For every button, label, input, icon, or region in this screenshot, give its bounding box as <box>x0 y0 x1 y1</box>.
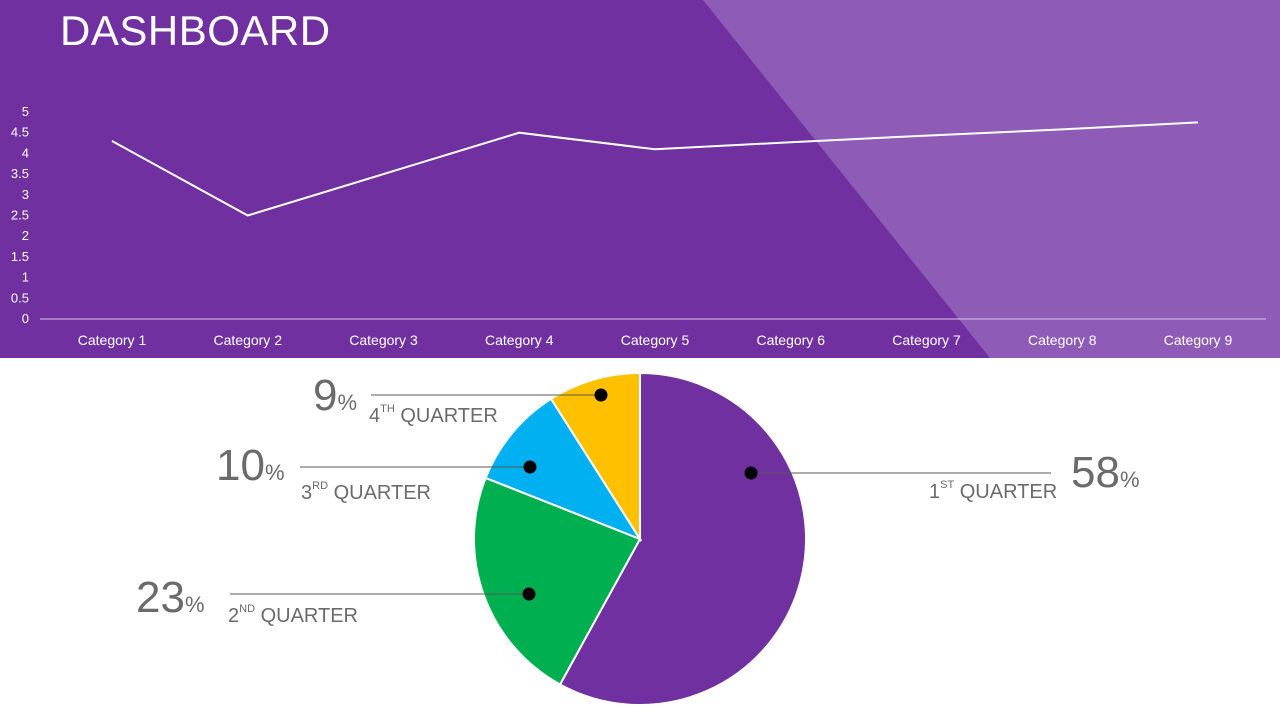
q2-percent-value: 23 <box>136 573 185 622</box>
q1-ordinal-suffix: ST <box>940 479 954 491</box>
y-tick-label: 4.5 <box>11 125 29 140</box>
q2-percent: 23% <box>136 576 205 620</box>
x-tick-label: Category 4 <box>485 332 554 348</box>
q1-word: QUARTER <box>960 481 1057 503</box>
y-tick-label: 5 <box>22 104 29 119</box>
y-tick-label: 2 <box>22 228 29 243</box>
q4-word: QUARTER <box>400 405 497 427</box>
x-tick-label: Category 9 <box>1164 332 1233 348</box>
q3-percent: 10% <box>216 444 285 488</box>
q2-ordinal: 2 <box>228 605 239 627</box>
y-tick-label: 3.5 <box>11 166 29 181</box>
leader-dot-q2 <box>523 588 536 601</box>
q3-ordinal-suffix: RD <box>312 480 328 492</box>
y-tick-label: 1 <box>22 270 29 285</box>
y-tick-label: 3 <box>22 187 29 202</box>
x-tick-label: Category 3 <box>349 332 418 348</box>
x-tick-label: Category 6 <box>757 332 826 348</box>
y-tick-label: 0 <box>22 311 29 326</box>
x-tick-label: Category 1 <box>78 332 147 348</box>
y-tick-label: 1.5 <box>11 249 29 264</box>
q3-word: QUARTER <box>334 482 431 504</box>
x-tick-label: Category 7 <box>892 332 961 348</box>
pie-chart <box>230 373 1051 705</box>
q4-percent: 9% <box>313 374 357 418</box>
q1-label: 1ST QUARTER <box>929 482 1057 502</box>
q2-ordinal-suffix: ND <box>239 603 255 615</box>
q1-percent-symbol: % <box>1120 467 1140 492</box>
q1-percent: 58% <box>1071 451 1140 495</box>
q4-percent-symbol: % <box>337 390 357 415</box>
q4-percent-value: 9 <box>313 371 337 420</box>
x-tick-label: Category 5 <box>621 332 690 348</box>
x-tick-label: Category 8 <box>1028 332 1097 348</box>
q4-ordinal: 4 <box>369 405 380 427</box>
leader-dot-q1 <box>745 467 758 480</box>
y-tick-label: 0.5 <box>11 290 29 305</box>
page-title: DASHBOARD <box>60 10 331 52</box>
q3-ordinal: 3 <box>301 482 312 504</box>
q3-percent-value: 10 <box>216 441 265 490</box>
leader-dot-q4 <box>595 389 608 402</box>
q4-label: 4TH QUARTER <box>369 406 498 426</box>
x-tick-label: Category 2 <box>214 332 283 348</box>
q3-percent-symbol: % <box>265 460 285 485</box>
leader-dot-q3 <box>524 461 537 474</box>
q4-ordinal-suffix: TH <box>380 403 395 415</box>
q2-word: QUARTER <box>261 605 358 627</box>
q3-label: 3RD QUARTER <box>301 483 431 503</box>
q2-percent-symbol: % <box>185 592 205 617</box>
q1-percent-value: 58 <box>1071 448 1120 497</box>
q2-label: 2ND QUARTER <box>228 606 358 626</box>
q1-ordinal: 1 <box>929 481 940 503</box>
y-tick-label: 4 <box>22 145 29 160</box>
y-tick-label: 2.5 <box>11 208 29 223</box>
